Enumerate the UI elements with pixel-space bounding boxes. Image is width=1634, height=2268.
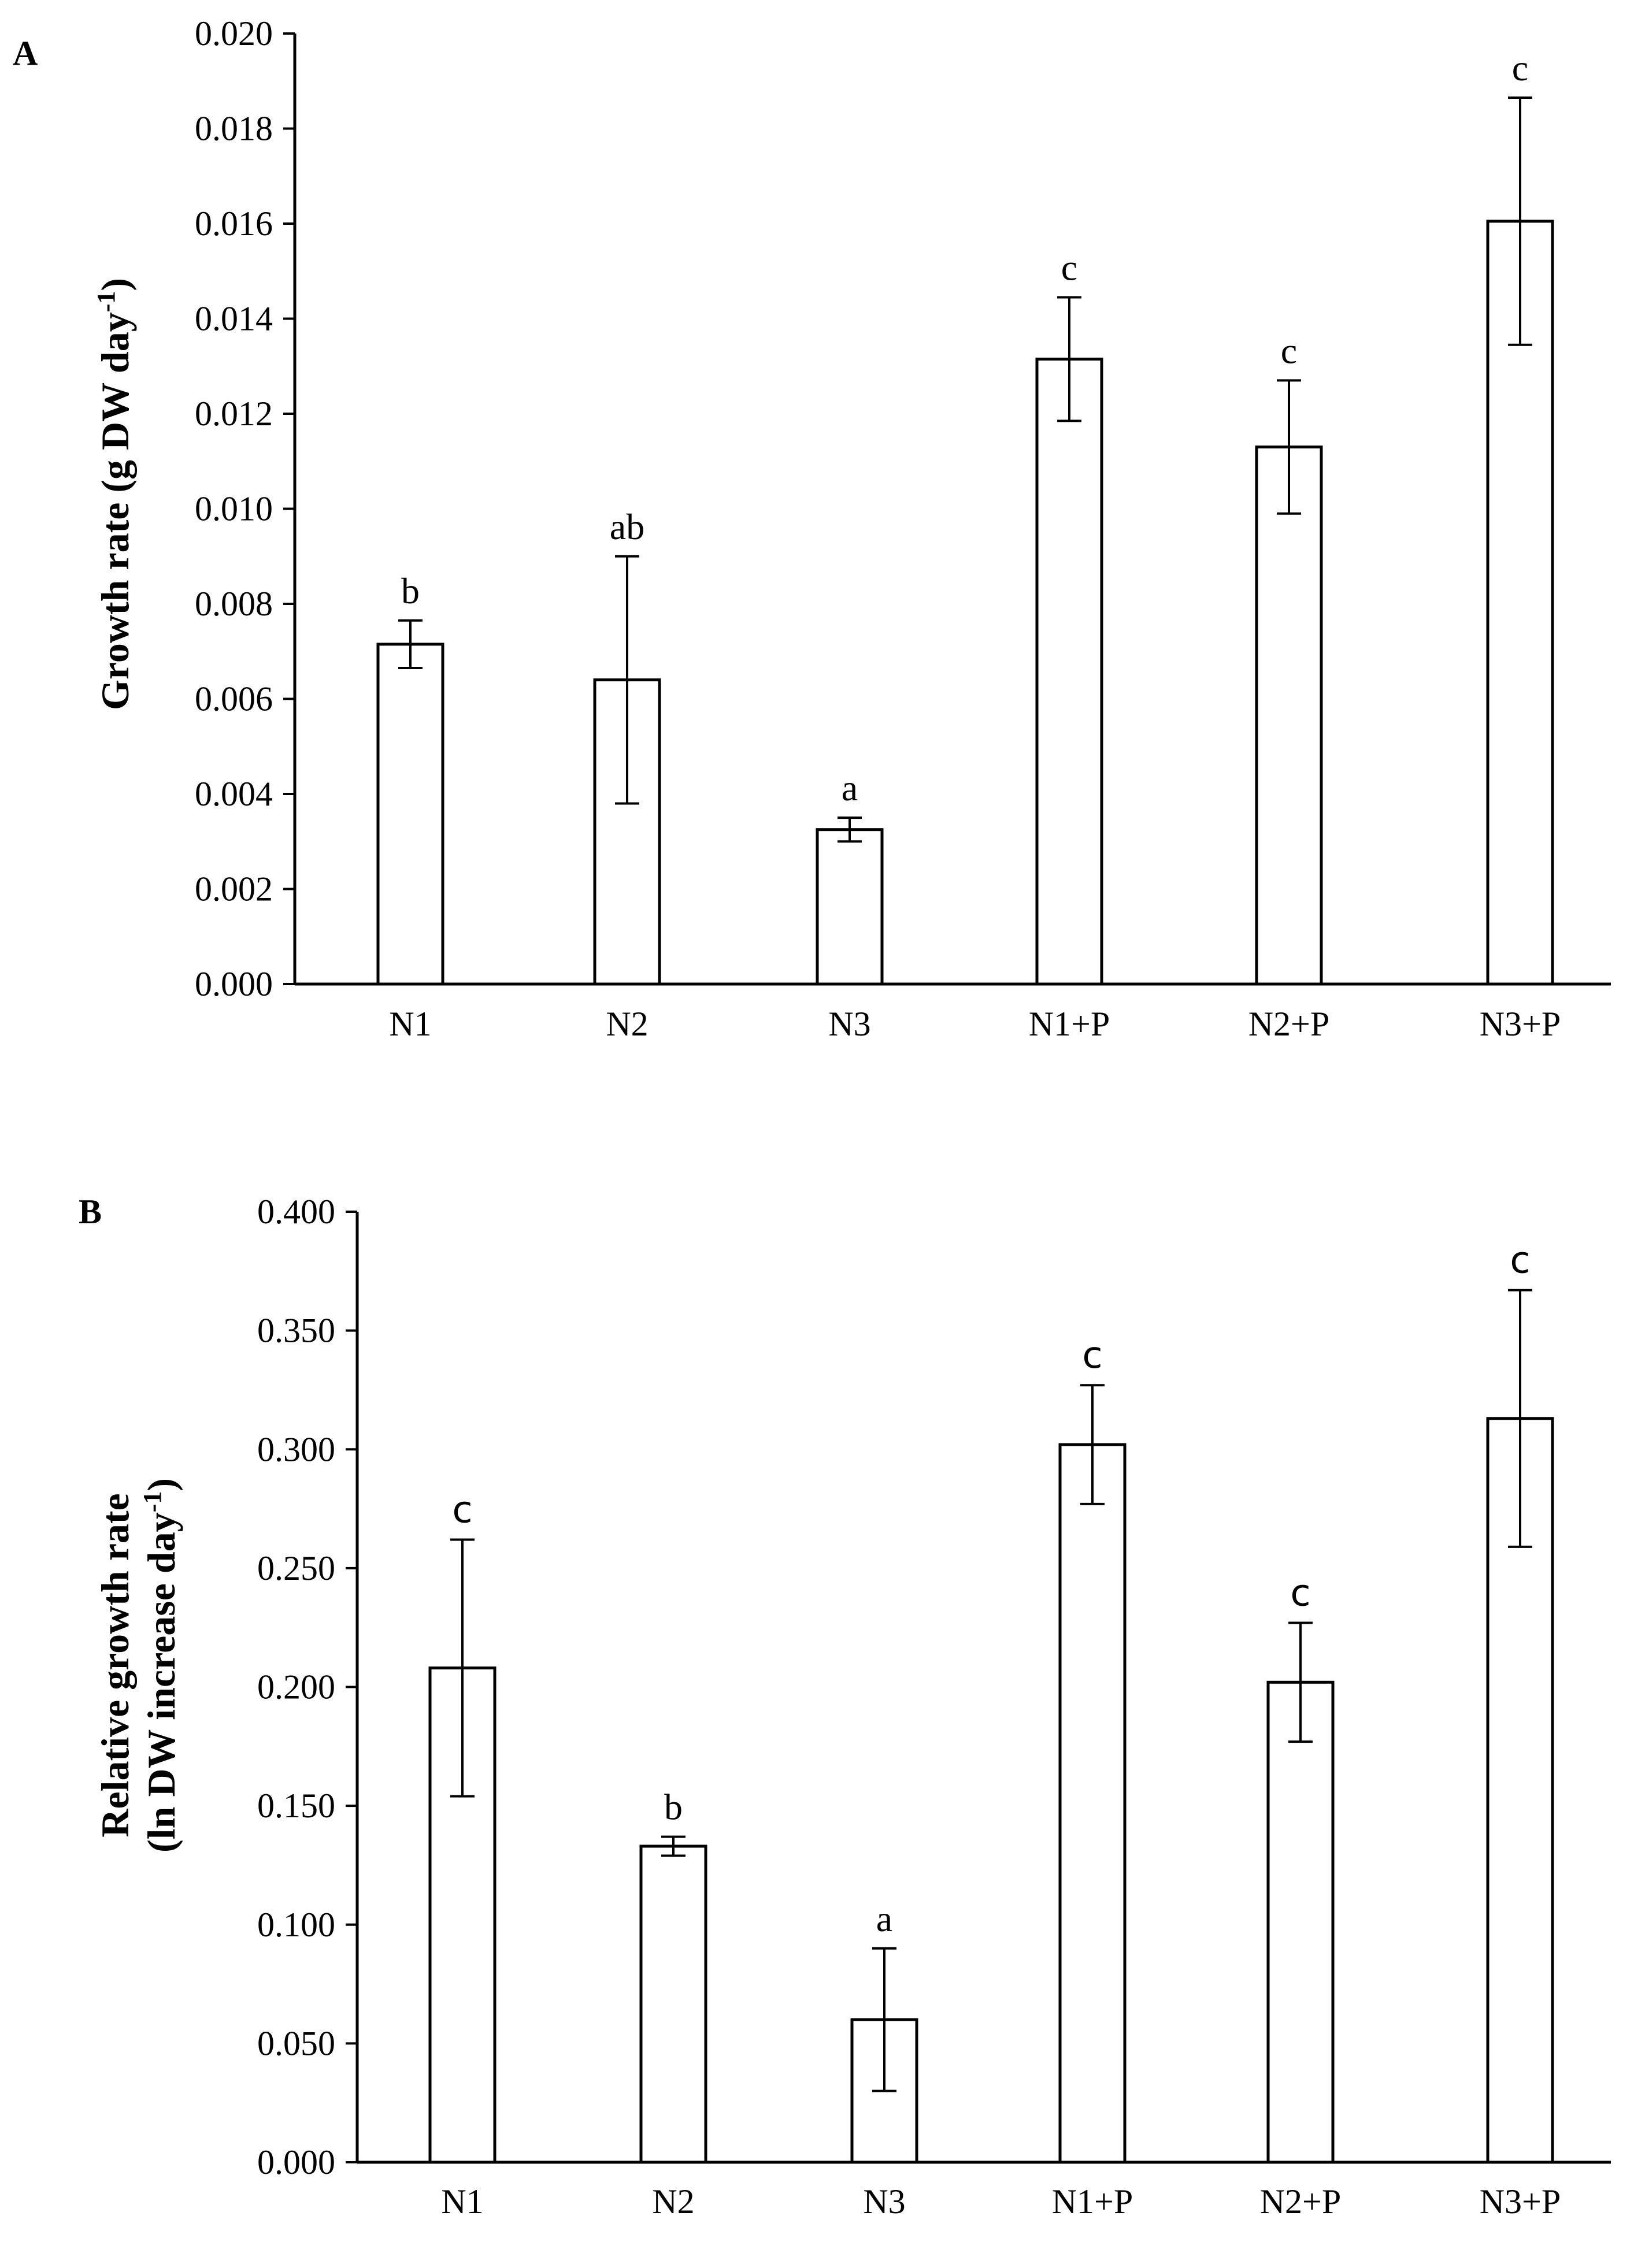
panel-a-y-tick-label: 0.010	[195, 490, 273, 528]
panel-b-y-axis-title-main: (ln DW increase day	[139, 1512, 183, 1853]
panel-b-y-tick-label: 0.150	[257, 1787, 335, 1825]
panel-a-y-tick-label: 0.020	[195, 14, 273, 53]
panel-a-significance-label: c	[1512, 47, 1528, 88]
panel-b-y-tick-label: 0.200	[257, 1668, 335, 1706]
panel-a-y-tick-label: 0.018	[195, 110, 273, 148]
panel-b-y-tick-label: 0.350	[257, 1312, 335, 1350]
panel-b-y-axis-title-superscript: -1	[138, 1491, 166, 1513]
panel-b-y-tick-label: 0.000	[257, 2143, 335, 2181]
panel-a-y-tick-label: 0.016	[195, 205, 273, 243]
panel-a-y-axis-title-superscript: -1	[92, 291, 120, 313]
panel-a-label: A	[13, 34, 38, 72]
panel-a-category-label: N1+P	[1029, 1005, 1110, 1043]
panel-a: A Growth rate (g DW day-1) 0.000 0.002 0.0…	[13, 14, 1611, 1043]
panel-a-significance-label: c	[1281, 330, 1297, 371]
panel-a-y-axis-title: Growth rate (g DW day-1)	[92, 278, 138, 710]
panel-a-significance-label: c	[1061, 247, 1077, 288]
panel-b-significance-label: c	[1290, 1572, 1310, 1614]
panel-b-label: B	[79, 1193, 102, 1231]
panel-b-significance-label: b	[664, 1787, 683, 1828]
panel-a-significance-label: ab	[610, 506, 644, 547]
panel-b-y-tick-label: 0.250	[257, 1549, 335, 1587]
panel-b-significance-label: c	[1082, 1334, 1102, 1377]
panel-a-y-tick-label: 0.004	[195, 775, 273, 813]
panel-a-bar	[1035, 357, 1103, 986]
panel-b-category-label: N1+P	[1052, 2182, 1133, 2221]
panel-a-category-label: N2	[606, 1005, 648, 1043]
panel-a-category-label: N3	[828, 1005, 870, 1043]
panel-b-bar	[1058, 1443, 1127, 2164]
panel-b-y-axis-title-line1: Relative growth rate	[93, 1493, 137, 1837]
panel-b-y-tick-label: 0.400	[257, 1193, 335, 1231]
panel-b-category-label: N3	[863, 2182, 905, 2221]
panel-a-category-label: N3+P	[1480, 1005, 1561, 1043]
panel-b-category-label: N2+P	[1260, 2182, 1342, 2221]
panel-b-bar	[639, 1844, 707, 2164]
panel-a-bar	[593, 678, 661, 986]
panel-b-significance-label: a	[876, 1898, 892, 1939]
panel-a-y-tick-label: 0.002	[195, 870, 273, 908]
panel-b-bar	[1266, 1680, 1335, 2164]
panel-b-y-tick-label: 0.050	[257, 2024, 335, 2062]
panel-a-y-axis-title-main: Growth rate (g DW day	[93, 312, 137, 710]
panel-a-y-axis-title-close: )	[93, 278, 137, 291]
panel-b-category-label: N1	[441, 2182, 483, 2221]
panel-b-y-tick-label: 0.100	[257, 1906, 335, 1944]
panel-a-bar	[1486, 220, 1554, 986]
panel-a-category-label: N2+P	[1248, 1005, 1330, 1043]
panel-a-category-label: N1	[389, 1005, 431, 1043]
panel-b-significance-label: c	[452, 1489, 472, 1532]
panel-a-bar	[1255, 446, 1323, 986]
panel-b-category-label: N2	[652, 2182, 694, 2221]
panel-a-y-tick-label: 0.012	[195, 395, 273, 433]
panel-a-significance-label: a	[842, 767, 858, 808]
panel-a-y-tick-label: 0.006	[195, 680, 273, 718]
panel-a-significance-label: b	[401, 570, 420, 611]
panel-a-y-tick-label: 0.014	[195, 300, 273, 338]
panel-a-bar	[816, 828, 884, 986]
panel-a-bar	[376, 643, 444, 986]
panel-b: B Relative growth rate (ln DW increase d…	[79, 1193, 1611, 2221]
panel-b-y-axis-title-line2: (ln DW increase day-1)	[138, 1478, 184, 1853]
panel-b-significance-label: c	[1510, 1239, 1530, 1282]
panel-b-y-axis-title-close: )	[139, 1478, 183, 1491]
panel-a-y-tick-label: 0.000	[195, 965, 273, 1003]
panel-b-y-tick-label: 0.300	[257, 1430, 335, 1468]
panel-b-category-label: N3+P	[1480, 2182, 1561, 2221]
panel-a-y-tick-label: 0.008	[195, 585, 273, 623]
